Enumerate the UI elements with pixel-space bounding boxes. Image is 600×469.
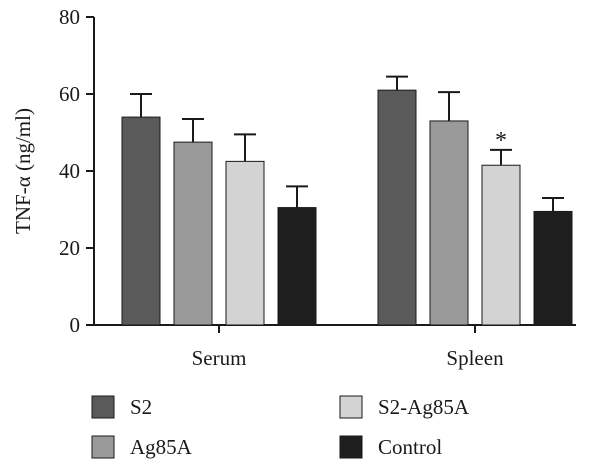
y-axis: 0 20 40 60 80 [59, 5, 95, 337]
legend-label: S2 [130, 395, 152, 419]
y-tick-label: 60 [59, 82, 80, 106]
legend-swatch [339, 395, 363, 419]
bar [121, 116, 161, 326]
legend-swatch [91, 395, 115, 419]
y-tick-label: 0 [70, 313, 81, 337]
legend-label: Control [378, 435, 442, 459]
annotations: * [495, 128, 507, 154]
legend-swatch [91, 435, 115, 459]
bar [429, 120, 469, 326]
y-axis-title: TNF-α (ng/ml) [11, 108, 35, 234]
y-tick-label: 20 [59, 236, 80, 260]
y-tick-label: 40 [59, 159, 80, 183]
bar [225, 160, 265, 326]
bar [277, 207, 317, 326]
bar [481, 164, 521, 326]
bar [533, 210, 573, 326]
y-tick-label: 80 [59, 5, 80, 29]
bar [377, 89, 417, 326]
legend-swatch [339, 435, 363, 459]
x-tick-label: Spleen [446, 346, 504, 370]
bar [173, 141, 213, 326]
legend-label: Ag85A [130, 435, 193, 459]
bars [121, 75, 573, 326]
x-axis: Serum Spleen [94, 324, 576, 370]
significance-marker: * [495, 128, 507, 154]
legend-label: S2-Ag85A [378, 395, 470, 419]
x-tick-label: Serum [192, 346, 247, 370]
legend: S2 Ag85A S2-Ag85A Control [91, 395, 470, 459]
